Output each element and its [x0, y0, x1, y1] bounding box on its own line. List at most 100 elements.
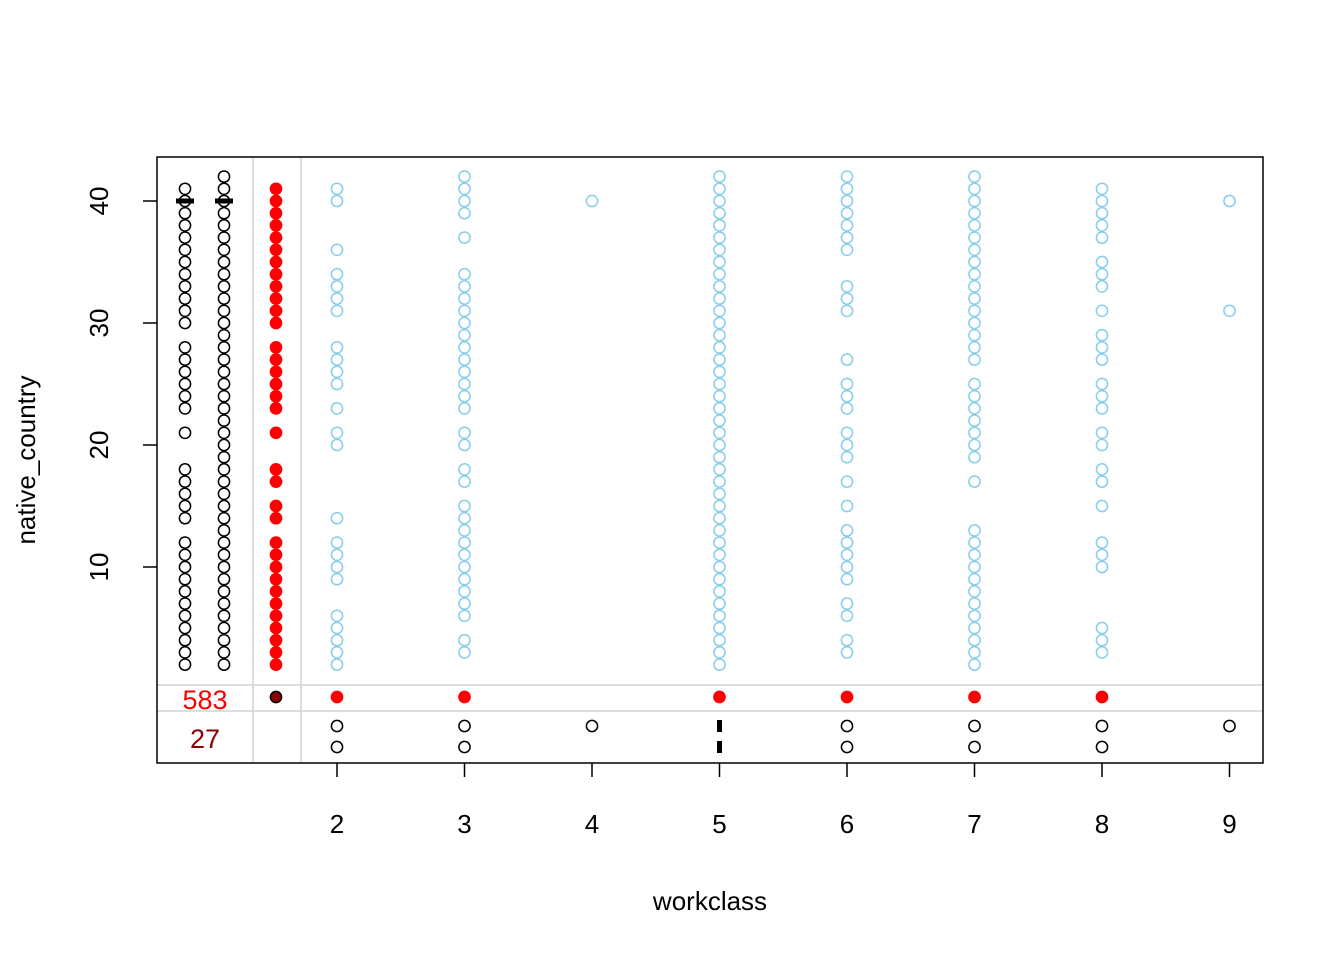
data-point [1095, 560, 1109, 574]
data-point [713, 219, 726, 232]
data-point [968, 353, 981, 366]
margin-point [217, 292, 231, 305]
data-point [840, 499, 854, 513]
missing-count-label: 27 [190, 724, 220, 754]
x-tick-label: 3 [457, 809, 471, 839]
margin-point [217, 621, 231, 635]
missing-point [269, 621, 283, 635]
data-point [840, 206, 854, 220]
data-point [330, 292, 344, 305]
data-point [713, 353, 726, 366]
margin-point [1095, 740, 1109, 754]
y-tick-label: 20 [84, 431, 114, 460]
data-point [840, 304, 854, 318]
missing-point [269, 292, 283, 305]
missing-point [269, 560, 283, 574]
data-point [458, 402, 471, 415]
data-point [713, 328, 726, 342]
data-point [1095, 231, 1109, 244]
data-point [1095, 475, 1109, 488]
missing-point [269, 316, 283, 330]
margin-point [178, 499, 192, 513]
data-point [968, 182, 981, 196]
missing-point [269, 389, 283, 403]
missing-point [269, 402, 283, 415]
data-point [713, 231, 726, 244]
margin-point [968, 719, 981, 733]
margin-point [217, 267, 231, 281]
margin-point [178, 426, 192, 440]
margin-point [217, 304, 231, 318]
data-point [968, 206, 981, 220]
data-point [713, 377, 726, 391]
data-point [1223, 304, 1236, 318]
data-point [968, 585, 981, 598]
data-point [458, 475, 471, 488]
margin-point [217, 438, 231, 452]
data-point [713, 255, 726, 269]
margin-point [217, 389, 231, 403]
missing-point [269, 182, 283, 196]
data-point [330, 402, 344, 415]
data-point [713, 658, 726, 671]
margin-point [217, 560, 231, 574]
data-point [968, 548, 981, 562]
data-point [713, 560, 726, 574]
data-point [968, 450, 981, 464]
data-point [330, 194, 344, 208]
data-point [840, 280, 854, 293]
x-axis-label: workclass [652, 886, 767, 916]
margin-point [458, 740, 471, 754]
data-point [1095, 646, 1109, 659]
missing-point [269, 597, 283, 610]
data-point [968, 267, 981, 281]
missing-point [269, 463, 283, 476]
missing-point [269, 219, 283, 232]
data-point [330, 633, 344, 647]
data-point [330, 621, 344, 635]
data-point [458, 426, 471, 440]
data-point [330, 536, 344, 549]
data-point [840, 170, 854, 183]
data-point [330, 646, 344, 659]
data-point [840, 646, 854, 659]
margin-point [217, 231, 231, 244]
y-axis-label: native_country [11, 375, 41, 544]
data-point [713, 206, 726, 220]
margin-point [217, 572, 231, 586]
margin-point [217, 487, 231, 501]
data-point [968, 426, 981, 440]
data-point [458, 499, 471, 513]
data-point [330, 511, 344, 525]
data-point [968, 609, 981, 623]
margin-point [217, 255, 231, 269]
margin-point [178, 621, 192, 635]
margin-point [178, 304, 192, 318]
margin-point [217, 548, 231, 562]
x-tick-label: 4 [585, 809, 599, 839]
margin-point [217, 633, 231, 647]
margin-point [217, 365, 231, 379]
data-point [330, 280, 344, 293]
margin-point [217, 402, 231, 415]
median-tick [717, 741, 722, 753]
data-point [458, 328, 471, 342]
data-point [1095, 267, 1109, 281]
data-point [1095, 304, 1109, 318]
missing-point [269, 304, 283, 318]
data-point [968, 536, 981, 549]
missing-point [269, 365, 283, 379]
data-point [968, 438, 981, 452]
data-point [330, 609, 344, 623]
data-point [713, 487, 726, 501]
data-point [330, 353, 344, 366]
data-point [458, 548, 471, 562]
data-point [968, 292, 981, 305]
margin-point [217, 463, 231, 476]
data-point [330, 365, 344, 379]
data-point [458, 646, 471, 659]
data-point [968, 255, 981, 269]
missing-point [269, 243, 283, 257]
